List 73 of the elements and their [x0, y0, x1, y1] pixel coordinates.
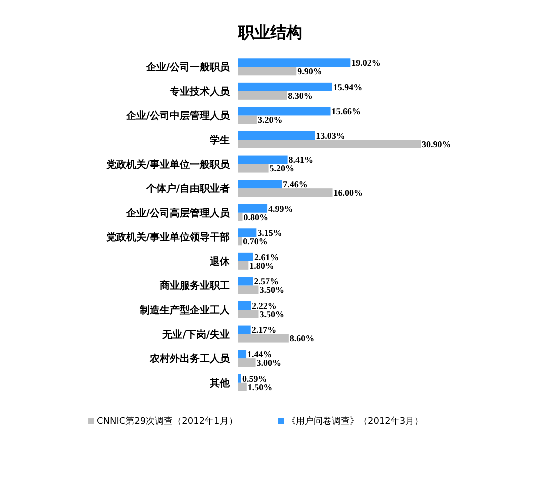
bar — [238, 326, 251, 334]
bar — [238, 107, 331, 116]
bar — [238, 228, 257, 238]
bar — [238, 164, 269, 173]
bar — [238, 67, 297, 76]
data-label: 19.02% — [352, 58, 381, 68]
y-tick-label: 无业/下岗/失业 — [162, 328, 230, 341]
data-label: 0.70% — [243, 236, 268, 247]
y-tick-label: 企业/公司一般职员 — [145, 62, 231, 74]
bar — [238, 382, 247, 392]
bar — [238, 277, 254, 286]
y-tick-label: 企业/公司中层管理人员 — [125, 110, 231, 122]
bar — [238, 286, 259, 294]
data-label: 0.80% — [244, 212, 268, 222]
y-tick-label: 专业技术人员 — [169, 86, 231, 98]
bar — [238, 204, 268, 213]
data-label: 7.46% — [283, 179, 308, 190]
y-tick-label: 制造生产型企业工人 — [139, 304, 231, 316]
y-tick-label: 其他 — [209, 377, 231, 390]
data-label: 30.90% — [422, 139, 452, 150]
bar — [238, 212, 243, 222]
y-tick-label: 商业服务业职工 — [159, 280, 230, 292]
y-tick-label: 学生 — [210, 134, 230, 146]
bar — [238, 188, 333, 198]
y-tick-label: 党政机关/事业单位一般职员 — [105, 158, 231, 171]
data-label: 3.50% — [260, 309, 284, 320]
data-label: 2.22% — [252, 300, 277, 311]
data-label: 15.66% — [332, 106, 361, 117]
data-label: 16.00% — [334, 188, 364, 198]
bar — [238, 132, 316, 140]
bar — [238, 358, 256, 368]
data-label: 13.03% — [316, 130, 346, 141]
bar — [238, 180, 282, 189]
bar — [238, 91, 288, 100]
y-tick-label: 个体户/自由职业者 — [145, 183, 230, 196]
bar — [238, 156, 288, 164]
data-label: 3.15% — [258, 228, 282, 238]
data-label: 3.50% — [260, 285, 284, 296]
data-label: 2.57% — [254, 276, 279, 287]
data-label: 1.50% — [248, 382, 273, 392]
bar — [238, 140, 421, 148]
data-label: 5.20% — [270, 164, 295, 174]
data-label: 8.30% — [288, 90, 313, 101]
legend-label: 《用户问卷调查》（2012年3月） — [287, 416, 424, 428]
bar — [238, 58, 351, 68]
y-tick-label: 党政机关/事业单位领导干部 — [105, 232, 230, 244]
bar — [238, 350, 247, 359]
data-label: 0.59% — [242, 374, 268, 384]
data-label: 9.90% — [298, 66, 322, 77]
bar — [238, 374, 242, 383]
data-label: 3.20% — [258, 115, 283, 126]
bar — [238, 261, 249, 270]
data-label: 4.99% — [268, 204, 294, 214]
data-label: 2.61% — [254, 252, 280, 262]
bar — [238, 334, 289, 343]
data-label: 8.41% — [288, 155, 314, 166]
data-label: 3.00% — [256, 358, 282, 368]
chart-title: 职业结构 — [238, 23, 302, 42]
bar — [238, 116, 257, 124]
data-label: 15.94% — [333, 82, 363, 92]
bar — [238, 310, 259, 318]
y-tick-label: 农村外出务工人员 — [149, 353, 231, 366]
data-label: 1.80% — [250, 260, 274, 271]
bar — [238, 237, 242, 246]
data-label: 8.60% — [290, 334, 315, 344]
bar — [238, 82, 332, 92]
y-tick-label: 企业/公司高层管理人员 — [125, 207, 231, 220]
y-tick-label: 退休 — [209, 256, 231, 268]
data-label: 1.44% — [248, 349, 272, 360]
bar — [238, 302, 252, 310]
data-label: 2.17% — [252, 325, 277, 336]
bar — [238, 252, 254, 262]
legend-label: CNNIC第29次调查（2012年1月） — [97, 416, 238, 428]
